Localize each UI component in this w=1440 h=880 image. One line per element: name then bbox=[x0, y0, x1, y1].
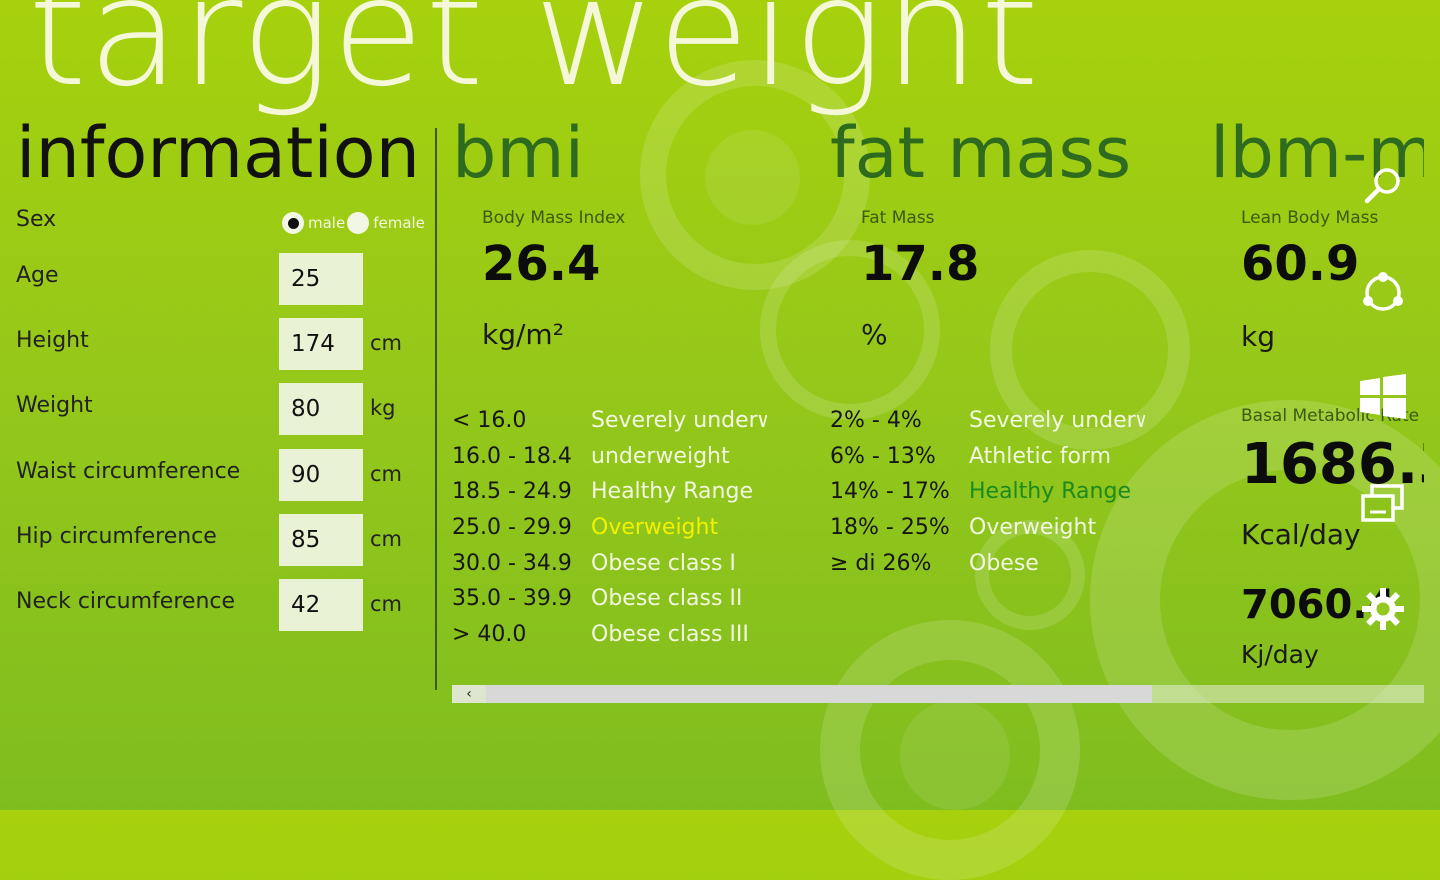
neck-unit: cm bbox=[370, 592, 403, 616]
category-range: < 16.0 bbox=[452, 408, 527, 433]
category-label: underweight bbox=[591, 443, 730, 469]
sex-label: Sex bbox=[16, 207, 57, 232]
male-radio[interactable] bbox=[282, 212, 304, 234]
neck-input[interactable]: 42 bbox=[279, 579, 363, 631]
neck-label: Neck circumference bbox=[16, 589, 236, 614]
information-heading: information bbox=[16, 112, 421, 194]
bmr-unit: Kcal/day bbox=[1241, 518, 1361, 551]
kj-value: 7060.4 bbox=[1241, 582, 1391, 628]
category-row: ≥ di 26% Obese bbox=[830, 546, 1145, 582]
category-label: Obese class II bbox=[591, 586, 743, 612]
share-icon[interactable] bbox=[1358, 270, 1408, 316]
horizontal-scrollbar[interactable]: ‹ bbox=[452, 685, 1424, 703]
waist-unit: cm bbox=[370, 462, 403, 486]
category-label: Obese class III bbox=[591, 622, 749, 648]
bmi-subtitle: Body Mass Index bbox=[482, 208, 626, 228]
share-icon-graphic bbox=[1363, 272, 1403, 311]
app-title: target weight bbox=[28, 0, 1041, 120]
category-range: 18.5 - 24.9 bbox=[452, 479, 572, 505]
sex-radio-group: male female bbox=[282, 212, 427, 234]
fat-mass-heading: fat mass bbox=[830, 112, 1132, 194]
category-label: Athletic form bbox=[969, 443, 1112, 469]
category-range: 35.0 - 39.9 bbox=[452, 586, 572, 612]
category-row: 2% - 4% Severely underweight bbox=[830, 403, 1145, 439]
fat-mass-category-table: 2% - 4% Severely underweight 6% - 13% Athle… bbox=[830, 403, 1145, 581]
category-label: Healthy Range bbox=[969, 479, 1131, 505]
hip-label: Hip circumference bbox=[16, 524, 217, 549]
category-range: ≥ di 26% bbox=[830, 550, 932, 576]
category-row: 25.0 - 29.9 Overweight bbox=[452, 510, 767, 546]
height-label: Height bbox=[16, 328, 89, 353]
category-range: 18% - 25% bbox=[830, 515, 950, 541]
height-input[interactable]: 174 bbox=[279, 318, 363, 370]
hip-input[interactable]: 85 bbox=[279, 514, 363, 566]
lbm-heading: lbm-m bbox=[1210, 118, 1424, 188]
bmi-heading: bmi bbox=[452, 112, 585, 194]
fat-mass-value: 17.8 bbox=[861, 236, 980, 292]
devices-icon-graphic bbox=[1361, 484, 1404, 522]
category-row: 35.0 - 39.9 Obese class II bbox=[452, 581, 767, 617]
category-row: 14% - 17% Healthy Range bbox=[830, 474, 1145, 510]
category-range: 2% - 4% bbox=[830, 408, 922, 433]
gear-icon-graphic bbox=[1362, 588, 1404, 630]
scroll-thumb[interactable] bbox=[486, 685, 1152, 703]
fat-mass-subtitle: Fat Mass bbox=[861, 208, 935, 228]
category-label: Severely underweight bbox=[969, 408, 1145, 433]
devices-icon[interactable] bbox=[1358, 480, 1408, 526]
category-range: 6% - 13% bbox=[830, 443, 936, 469]
settings-icon[interactable] bbox=[1358, 586, 1408, 632]
category-label: Overweight bbox=[969, 515, 1097, 541]
weight-label: Weight bbox=[16, 393, 93, 418]
search-icon[interactable] bbox=[1358, 163, 1408, 209]
bmi-category-table: < 16.0 Severely underweight 16.0 - 18.4 und… bbox=[452, 403, 767, 653]
category-range: 25.0 - 29.9 bbox=[452, 515, 572, 541]
age-label: Age bbox=[16, 263, 59, 288]
female-radio-label: female bbox=[373, 214, 425, 232]
category-range: 30.0 - 34.9 bbox=[452, 550, 572, 576]
waist-label: Waist circumference bbox=[16, 459, 241, 484]
lbm-value: 60.9 bbox=[1241, 236, 1360, 292]
category-label: Severely underweight bbox=[591, 408, 767, 433]
hip-unit: cm bbox=[370, 527, 403, 551]
start-icon[interactable] bbox=[1358, 374, 1408, 420]
lbm-unit: kg bbox=[1241, 320, 1275, 353]
height-unit: cm bbox=[370, 331, 403, 355]
scroll-left-button[interactable]: ‹ bbox=[452, 685, 486, 703]
category-label: Obese bbox=[969, 550, 1039, 576]
lbm-subtitle: Lean Body Mass bbox=[1241, 208, 1379, 228]
category-label: Healthy Range bbox=[591, 479, 753, 505]
category-label: Overweight bbox=[591, 515, 719, 541]
fat-mass-unit: % bbox=[861, 318, 888, 351]
category-range: 16.0 - 18.4 bbox=[452, 443, 572, 469]
category-range: 14% - 17% bbox=[830, 479, 950, 505]
category-range: > 40.0 bbox=[452, 622, 527, 648]
section-divider bbox=[435, 128, 437, 690]
search-icon-graphic bbox=[1364, 168, 1400, 204]
bmi-value: 26.4 bbox=[482, 236, 601, 292]
kj-unit: Kj/day bbox=[1241, 640, 1319, 669]
category-row: 18.5 - 24.9 Healthy Range bbox=[452, 474, 767, 510]
weight-unit: kg bbox=[370, 396, 396, 420]
radio-selected-dot bbox=[287, 217, 299, 229]
bmi-unit: kg/m² bbox=[482, 318, 564, 351]
male-radio-label: male bbox=[308, 214, 346, 232]
category-row: 16.0 - 18.4 underweight bbox=[452, 439, 767, 475]
windows-logo-graphic bbox=[1360, 374, 1406, 419]
category-row: 6% - 13% Athletic form bbox=[830, 439, 1145, 475]
waist-input[interactable]: 90 bbox=[279, 449, 363, 501]
category-row: < 16.0 Severely underweight bbox=[452, 403, 767, 439]
age-input[interactable]: 25 bbox=[279, 253, 363, 305]
category-row: > 40.0 Obese class III bbox=[452, 617, 767, 653]
category-row: 18% - 25% Overweight bbox=[830, 510, 1145, 546]
female-radio[interactable] bbox=[347, 212, 370, 234]
category-label: Obese class I bbox=[591, 550, 736, 576]
weight-input[interactable]: 80 bbox=[279, 383, 363, 435]
category-row: 30.0 - 34.9 Obese class I bbox=[452, 546, 767, 582]
